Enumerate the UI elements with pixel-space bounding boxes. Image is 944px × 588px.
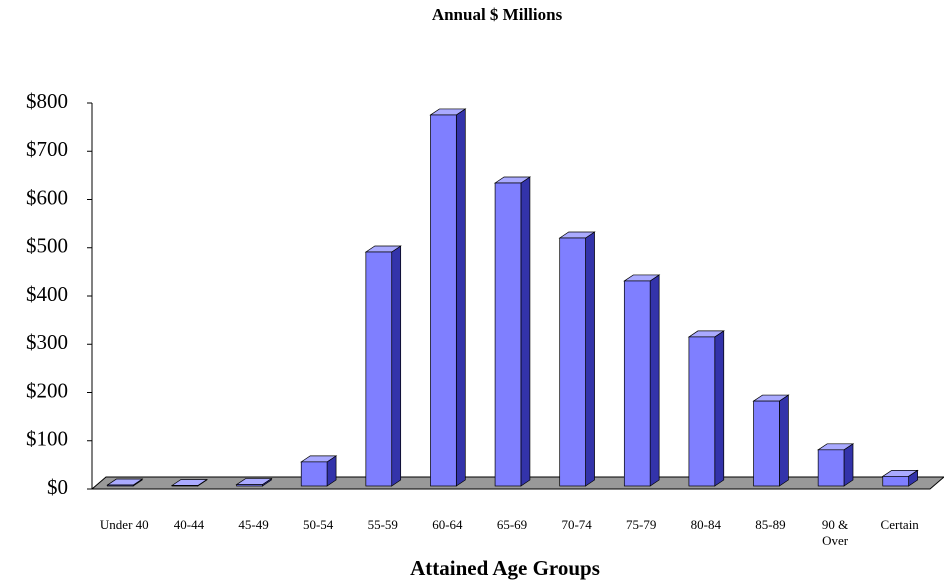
bar-side <box>649 274 660 487</box>
y-tick-label: $600 <box>26 185 68 209</box>
bar-side <box>585 231 595 487</box>
x-tick-label: 50-54 <box>302 517 334 532</box>
bar <box>559 237 586 487</box>
bar <box>817 449 845 487</box>
bar <box>430 114 457 487</box>
bar-side <box>391 245 402 487</box>
bar <box>365 251 393 487</box>
x-tick-label: Certain <box>880 517 919 532</box>
bar-side <box>455 108 466 487</box>
bar-side <box>520 176 531 487</box>
bar-side <box>843 443 854 487</box>
bar <box>494 182 522 487</box>
x-tick-label: 70-74 <box>561 517 592 532</box>
bar <box>882 476 909 487</box>
x-tick-label: 65-69 <box>496 517 528 532</box>
y-tick-label: $300 <box>26 330 68 354</box>
x-axis-title: Attained Age Groups <box>410 556 600 580</box>
y-tick-label: $100 <box>26 427 68 451</box>
bar-side <box>714 330 725 487</box>
y-tick-label: $200 <box>26 378 68 402</box>
x-tick-label: 55-59 <box>367 517 398 532</box>
y-tick-label: $500 <box>26 234 68 258</box>
x-tick-label: 40-44 <box>173 517 205 532</box>
bar <box>753 400 780 487</box>
y-tick-label: $800 <box>26 89 68 113</box>
y-tick-label: $400 <box>26 282 68 306</box>
x-tick-label: 60-64 <box>432 517 463 532</box>
y-tick-label: $0 <box>47 475 68 499</box>
x-tick-label: 80-84 <box>690 517 722 532</box>
x-tick-label: 75-79 <box>626 517 657 532</box>
x-tick-label: Under 40 <box>99 517 149 532</box>
y-tick-label: $700 <box>26 137 68 161</box>
bar <box>107 484 134 487</box>
bar <box>236 484 263 487</box>
bar <box>688 336 716 487</box>
chart-title: Annual $ Millions <box>432 5 563 24</box>
x-tick-label: 85-89 <box>755 517 786 532</box>
bar <box>623 280 651 487</box>
x-tick-label: 90 & Over <box>821 517 849 548</box>
bar <box>300 461 328 487</box>
bar-side <box>779 394 789 487</box>
x-tick-label: 45-49 <box>238 517 269 532</box>
